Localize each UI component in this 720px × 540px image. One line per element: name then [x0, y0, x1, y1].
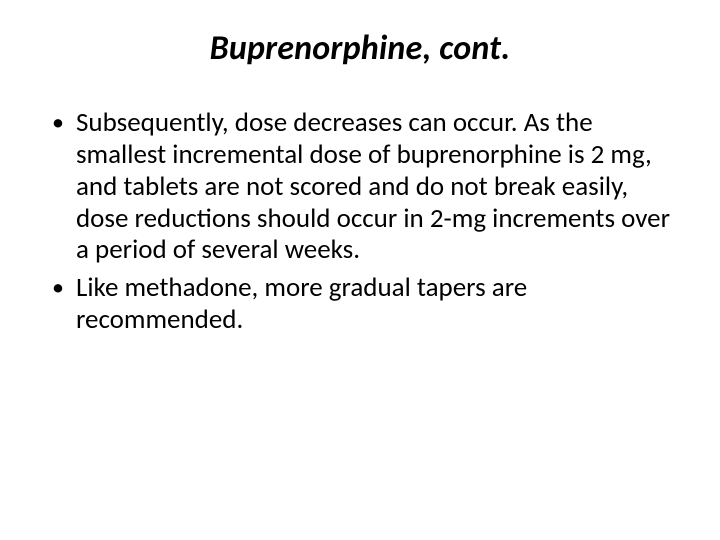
list-item: Subsequently, dose decreases can occur. … [48, 107, 672, 266]
list-item: Like methadone, more gradual tapers are … [48, 272, 672, 336]
slide-container: Buprenorphine, cont. Subsequently, dose … [0, 0, 720, 540]
bullet-list: Subsequently, dose decreases can occur. … [48, 107, 672, 336]
slide-title: Buprenorphine, cont. [48, 28, 672, 69]
